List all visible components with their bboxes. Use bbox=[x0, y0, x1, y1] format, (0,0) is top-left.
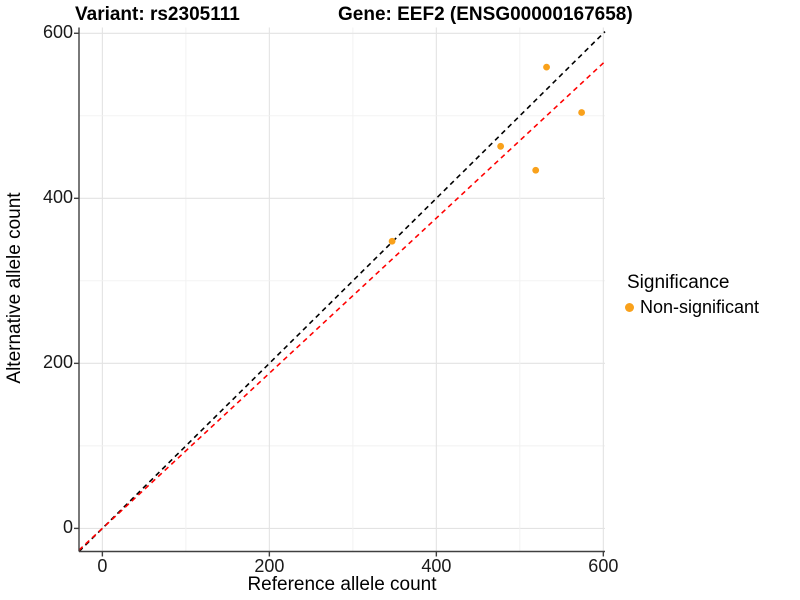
x-tick-label: 600 bbox=[588, 556, 619, 576]
x-axis-title: Reference allele count bbox=[247, 574, 437, 595]
legend-title: Significance bbox=[627, 272, 730, 293]
identity-line bbox=[78, 31, 606, 553]
legend-key-dot-icon bbox=[625, 303, 634, 312]
y-tick-label: 0 bbox=[62, 517, 73, 538]
y-axis-title: Alternative allele count bbox=[4, 192, 25, 384]
x-tick-label: 200 bbox=[254, 556, 285, 576]
data-point[interactable] bbox=[388, 237, 396, 245]
x-tick-label: 400 bbox=[421, 556, 452, 576]
legend-item-label: Non-significant bbox=[640, 297, 760, 317]
data-point[interactable] bbox=[532, 166, 540, 174]
legend: Significance Non-significant bbox=[625, 272, 759, 318]
data-point[interactable] bbox=[543, 63, 550, 71]
y-tick-label: 400 bbox=[42, 187, 73, 208]
plot-title-variant: Variant: rs2305111 bbox=[75, 4, 240, 25]
data-point[interactable] bbox=[497, 142, 505, 150]
y-tick-label: 600 bbox=[42, 22, 73, 43]
y-tick-label: 200 bbox=[42, 352, 73, 373]
x-tick-label: 0 bbox=[97, 556, 108, 576]
legend-item-non-significant[interactable]: Non-significant bbox=[625, 297, 759, 318]
plot-title-gene: Gene: EEF2 (ENSG00000167658) bbox=[338, 4, 633, 25]
regression-line bbox=[78, 60, 606, 551]
data-point[interactable] bbox=[578, 109, 586, 116]
